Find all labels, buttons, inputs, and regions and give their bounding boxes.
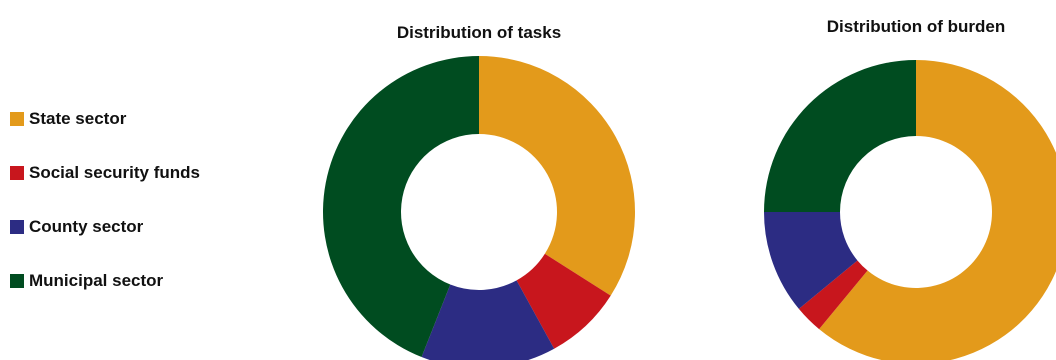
slice-burden-municipal-sector <box>764 60 916 212</box>
legend-swatch-municipal-sector <box>10 274 24 288</box>
donut-chart-burden: Distribution of burden <box>764 17 1056 360</box>
legend-label-county-sector: County sector <box>29 217 144 236</box>
slice-tasks-social-security-funds <box>516 253 611 349</box>
slice-burden-state-sector <box>819 60 1056 360</box>
chart-title-tasks: Distribution of tasks <box>397 23 561 42</box>
legend-item-social-security-funds: Social security funds <box>10 162 200 184</box>
legend-swatch-social-security-funds <box>10 166 24 180</box>
legend-label-municipal-sector: Municipal sector <box>29 271 164 290</box>
legend-item-county-sector: County sector <box>10 216 200 238</box>
legend-item-municipal-sector: Municipal sector <box>10 270 200 292</box>
slices-tasks <box>322 56 635 360</box>
slice-tasks-municipal-sector <box>322 56 479 358</box>
donut-chart-tasks: Distribution of tasks <box>322 23 635 360</box>
slice-tasks-county-sector <box>421 280 555 360</box>
legend-label-social-security-funds: Social security funds <box>29 163 200 182</box>
legend: State sector Social security funds Count… <box>10 108 200 324</box>
legend-swatch-county-sector <box>10 220 24 234</box>
legend-label-state-sector: State sector <box>29 109 127 128</box>
legend-swatch-state-sector <box>10 112 24 126</box>
legend-item-state-sector: State sector <box>10 108 200 130</box>
slice-tasks-state-sector <box>479 56 635 296</box>
chart-title-burden: Distribution of burden <box>827 17 1005 36</box>
slice-burden-social-security-funds <box>798 260 868 330</box>
slices-burden <box>764 60 1056 360</box>
slice-burden-county-sector <box>764 212 858 309</box>
